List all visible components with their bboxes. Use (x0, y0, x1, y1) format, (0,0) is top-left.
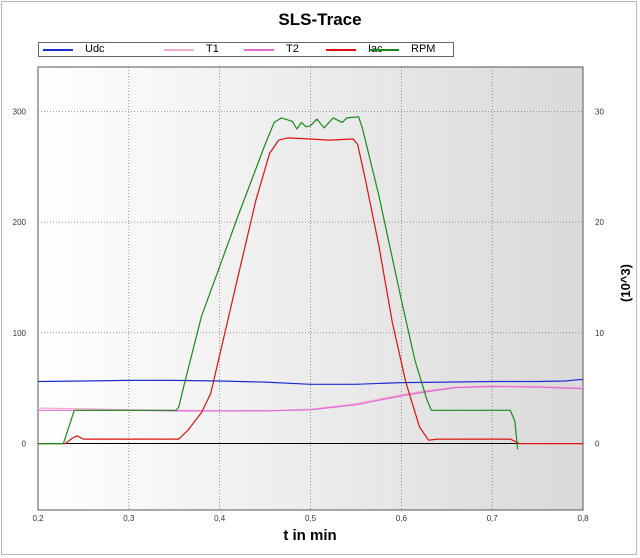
legend-swatch-iac (326, 49, 356, 51)
x-axis-label: t in min (283, 527, 337, 544)
y-tick-label-left: 200 (13, 218, 27, 227)
x-tick-label: 0,8 (577, 514, 589, 523)
y-tick-label-left: 300 (13, 107, 27, 116)
legend-label-udc: Udc (85, 43, 105, 55)
x-tick-label: 0,2 (32, 514, 44, 523)
series-lines (37, 116, 584, 450)
legend-swatch-t2 (244, 49, 274, 51)
x-tick-label: 0,6 (396, 514, 408, 523)
legend-swatch-udc (43, 49, 73, 51)
x-tick-label: 0,4 (214, 514, 226, 523)
legend-swatch-t1 (164, 49, 194, 51)
y-tick-label-right: 20 (595, 218, 604, 227)
y-tick-label-right: 10 (595, 329, 604, 338)
y-tick-label-left: 0 (22, 440, 27, 449)
y2-axis-label: (10^3) (618, 264, 633, 302)
y-tick-label-left: 100 (13, 329, 27, 338)
x-tick-label: 0,5 (305, 514, 317, 523)
y-tick-label-right: 0 (595, 440, 600, 449)
series-line-udc (37, 378, 584, 385)
legend-label-t1: T1 (206, 43, 219, 55)
legend-swatch-rpm (369, 49, 399, 51)
y-tick-label-right: 30 (595, 107, 604, 116)
grid-lines (38, 67, 583, 510)
legend-label-t2: T2 (286, 43, 299, 55)
series-line-rpm (38, 116, 519, 450)
chart-title: SLS-Trace (278, 10, 362, 29)
legend-label-rpm: RPM (411, 43, 436, 55)
series-line-iac (38, 137, 583, 445)
tick-labels: 0,2 0,3 0,4 0,5 0,6 0,7 0,8 0 100 200 300 0 10 20 30 (13, 107, 605, 523)
legend: Udc T1 T2 Iac RPM (38, 42, 454, 57)
x-tick-label: 0,3 (123, 514, 135, 523)
x-tick-label: 0,7 (487, 514, 499, 523)
